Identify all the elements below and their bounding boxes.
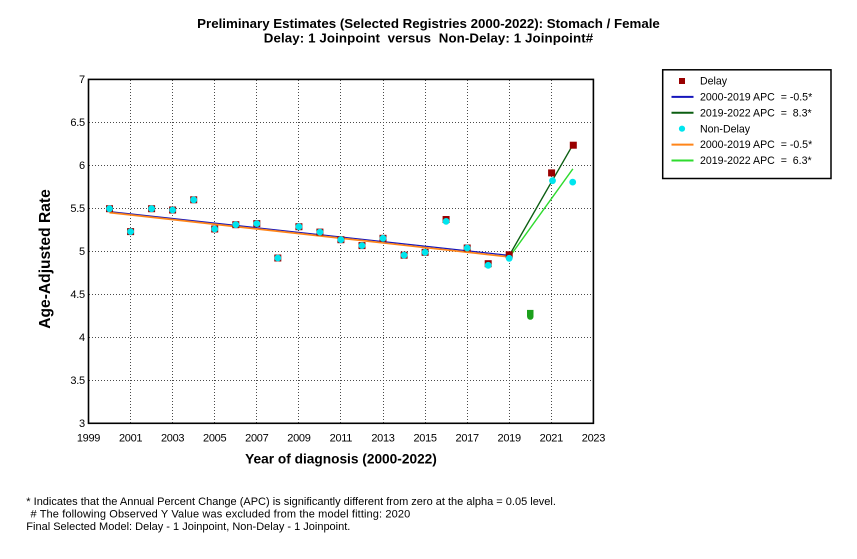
svg-text:2019-2022 APC = 8.3*: 2019-2022 APC = 8.3*: [700, 107, 812, 119]
svg-text:2000-2019 APC = -0.5*: 2000-2019 APC = -0.5*: [700, 92, 812, 104]
svg-text:2017: 2017: [456, 432, 479, 444]
svg-text:2009: 2009: [287, 432, 310, 444]
svg-text:3: 3: [79, 418, 85, 430]
svg-text:Preliminary Estimates (Selecte: Preliminary Estimates (Selected Registri…: [197, 16, 660, 31]
svg-text:2019: 2019: [498, 432, 521, 444]
svg-text:7: 7: [79, 74, 85, 86]
svg-text:5.5: 5.5: [70, 203, 85, 215]
svg-text:Final Selected Model: Delay -: Final Selected Model: Delay - 1 Joinpoin…: [26, 521, 350, 533]
svg-text:2013: 2013: [371, 432, 394, 444]
svg-text:2011: 2011: [330, 432, 353, 444]
svg-text:2007: 2007: [245, 432, 268, 444]
svg-text:4: 4: [79, 332, 85, 344]
svg-text:3.5: 3.5: [70, 375, 85, 387]
svg-text:Year of diagnosis (2000-2022): Year of diagnosis (2000-2022): [245, 452, 437, 467]
svg-text:Delay: 1 Joinpoint versus No: Delay: 1 Joinpoint versus Non-Delay: 1 J…: [264, 31, 594, 46]
svg-text:2019-2022 APC = 6.3*: 2019-2022 APC = 6.3*: [700, 155, 812, 167]
svg-text:2021: 2021: [540, 432, 563, 444]
svg-text:2005: 2005: [203, 432, 226, 444]
svg-text:2023: 2023: [582, 432, 605, 444]
svg-text:1999: 1999: [77, 432, 100, 444]
svg-text:2001: 2001: [119, 432, 142, 444]
svg-text:6.5: 6.5: [70, 117, 85, 129]
svg-text:2000-2019 APC = -0.5*: 2000-2019 APC = -0.5*: [700, 139, 812, 151]
svg-text:2015: 2015: [413, 432, 436, 444]
svg-text:Age-Adjusted Rate: Age-Adjusted Rate: [37, 189, 54, 329]
svg-text:Delay: Delay: [700, 76, 728, 88]
svg-text:4.5: 4.5: [70, 289, 85, 301]
svg-text:6: 6: [79, 160, 85, 172]
svg-text:* Indicates that the Annual Pe: * Indicates that the Annual Percent Chan…: [26, 496, 556, 508]
svg-text:2003: 2003: [161, 432, 184, 444]
svg-text:Non-Delay: Non-Delay: [700, 123, 751, 135]
svg-text:5: 5: [79, 246, 85, 258]
svg-text:# The following Observed Y Val: # The following Observed Y Value was exc…: [31, 508, 411, 520]
